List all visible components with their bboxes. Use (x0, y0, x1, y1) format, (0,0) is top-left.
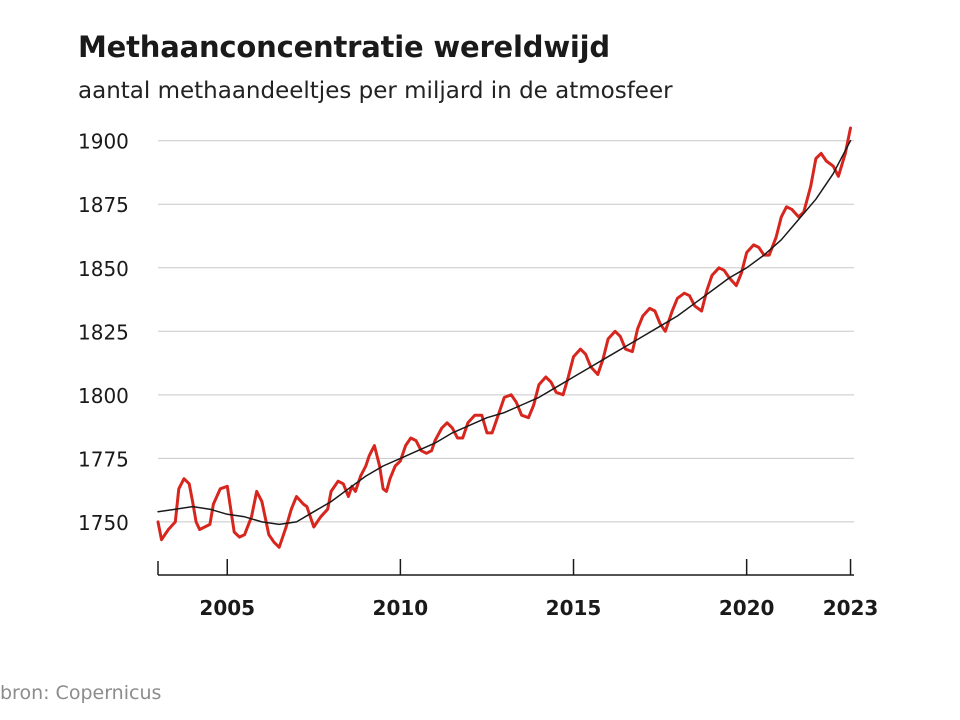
y-tick-label: 1750 (78, 511, 129, 535)
y-tick-label: 1825 (78, 320, 129, 344)
source-note: bron: Copernicus (0, 682, 162, 704)
y-tick-label: 1800 (78, 384, 129, 408)
grid-lines (158, 140, 854, 523)
y-tick-label: 1775 (78, 447, 129, 471)
series-lines (156, 126, 852, 549)
y-tick-label: 1875 (78, 193, 129, 217)
x-tick-label: 2005 (199, 596, 255, 620)
x-tick-label: 2023 (823, 596, 879, 620)
chart-subtitle: aantal methaandeeltjes per miljard in de… (78, 78, 673, 104)
x-axis: 2005 2010 2015 2020 2023 (157, 559, 879, 620)
y-tick-label: 1850 (78, 257, 129, 281)
y-axis-tick-labels: 1750 1775 1800 1825 1850 1875 1900 (78, 130, 129, 535)
x-tick-label: 2015 (546, 596, 602, 620)
y-tick-label: 1900 (78, 130, 129, 154)
monthly-methane-line (156, 126, 852, 549)
chart-title: Methaanconcentratie wereldwijd (78, 30, 610, 64)
x-tick-label: 2020 (719, 596, 775, 620)
x-tick-label: 2010 (373, 596, 429, 620)
trend-line (157, 139, 852, 526)
